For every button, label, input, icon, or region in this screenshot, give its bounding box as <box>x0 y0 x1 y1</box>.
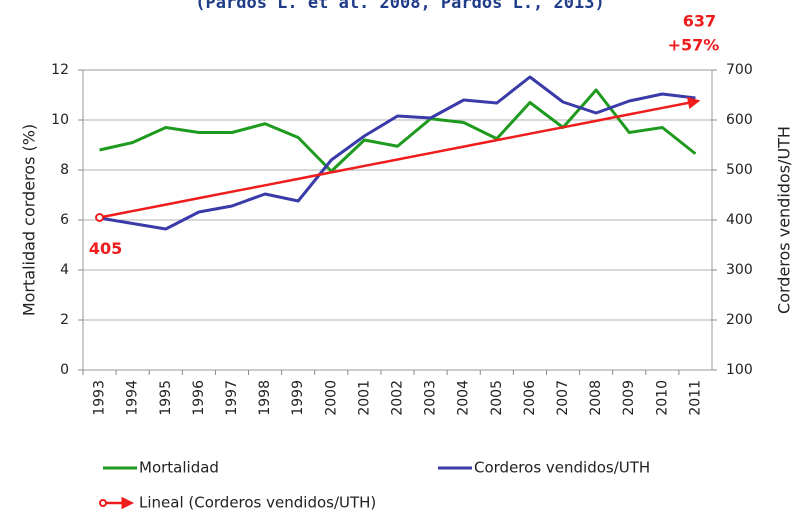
legend-label: Corderos vendidos/UTH <box>474 459 650 477</box>
x-tick-label: 2003 <box>423 380 439 416</box>
y-tick-label: 2 <box>60 312 69 328</box>
x-tick-label: 2002 <box>390 380 406 416</box>
value-label: 637 <box>683 12 716 31</box>
chart-title: (Pardos L. et al. 2008, Pardos L., 2013) <box>195 0 604 13</box>
x-tick-label: 1994 <box>125 380 141 416</box>
x-tick-label: 1998 <box>257 380 273 416</box>
x-tick-label: 1995 <box>158 380 174 416</box>
y-tick-label: 4 <box>60 262 69 278</box>
legend-label: Lineal (Corderos vendidos/UTH) <box>139 494 376 512</box>
x-tick-label: 2011 <box>687 380 703 416</box>
trend-start <box>95 213 105 222</box>
x-tick-label: 2001 <box>356 380 372 416</box>
annotation: +57% <box>668 36 720 55</box>
legend-label: Mortalidad <box>139 459 219 477</box>
y2-tick-label: 600 <box>726 112 753 128</box>
y-axis-label: Mortalidad corderos (%) <box>20 124 39 316</box>
x-tick-label: 2004 <box>456 380 472 416</box>
y2-tick-label: 100 <box>726 362 753 378</box>
x-tick-label: 2007 <box>555 380 571 416</box>
series-line <box>99 88 697 173</box>
y-tick-label: 10 <box>51 112 69 128</box>
x-tick-label: 2000 <box>323 380 339 416</box>
plot-border <box>82 69 713 371</box>
x-tick-label: 2006 <box>522 380 538 416</box>
x-tick-label: 1997 <box>224 380 240 416</box>
x-tick-label: 1999 <box>290 380 306 416</box>
x-tick-label: 2005 <box>489 380 505 416</box>
y2-axis-label: Corderos vendidos/UTH <box>775 126 794 314</box>
y-tick-label: 6 <box>60 212 69 228</box>
y2-tick-label: 300 <box>726 262 753 278</box>
x-tick-label: 2010 <box>654 380 670 416</box>
trend-line <box>99 96 701 219</box>
series-line <box>99 75 696 231</box>
y2-tick-label: 700 <box>726 62 753 78</box>
y-tick-label: 0 <box>60 362 69 378</box>
legend-swatch-dot <box>99 499 107 507</box>
y-tick-label: 12 <box>51 62 69 78</box>
y-tick-label: 8 <box>60 162 69 178</box>
y2-tick-label: 500 <box>726 162 753 178</box>
y2-tick-label: 400 <box>726 212 753 228</box>
x-tick-label: 1996 <box>191 380 207 416</box>
value-label: 405 <box>89 239 122 258</box>
x-tick-label: 2009 <box>621 380 637 416</box>
y2-tick-label: 200 <box>726 312 753 328</box>
x-tick-label: 1993 <box>92 380 108 416</box>
x-tick-label: 2008 <box>588 380 604 416</box>
